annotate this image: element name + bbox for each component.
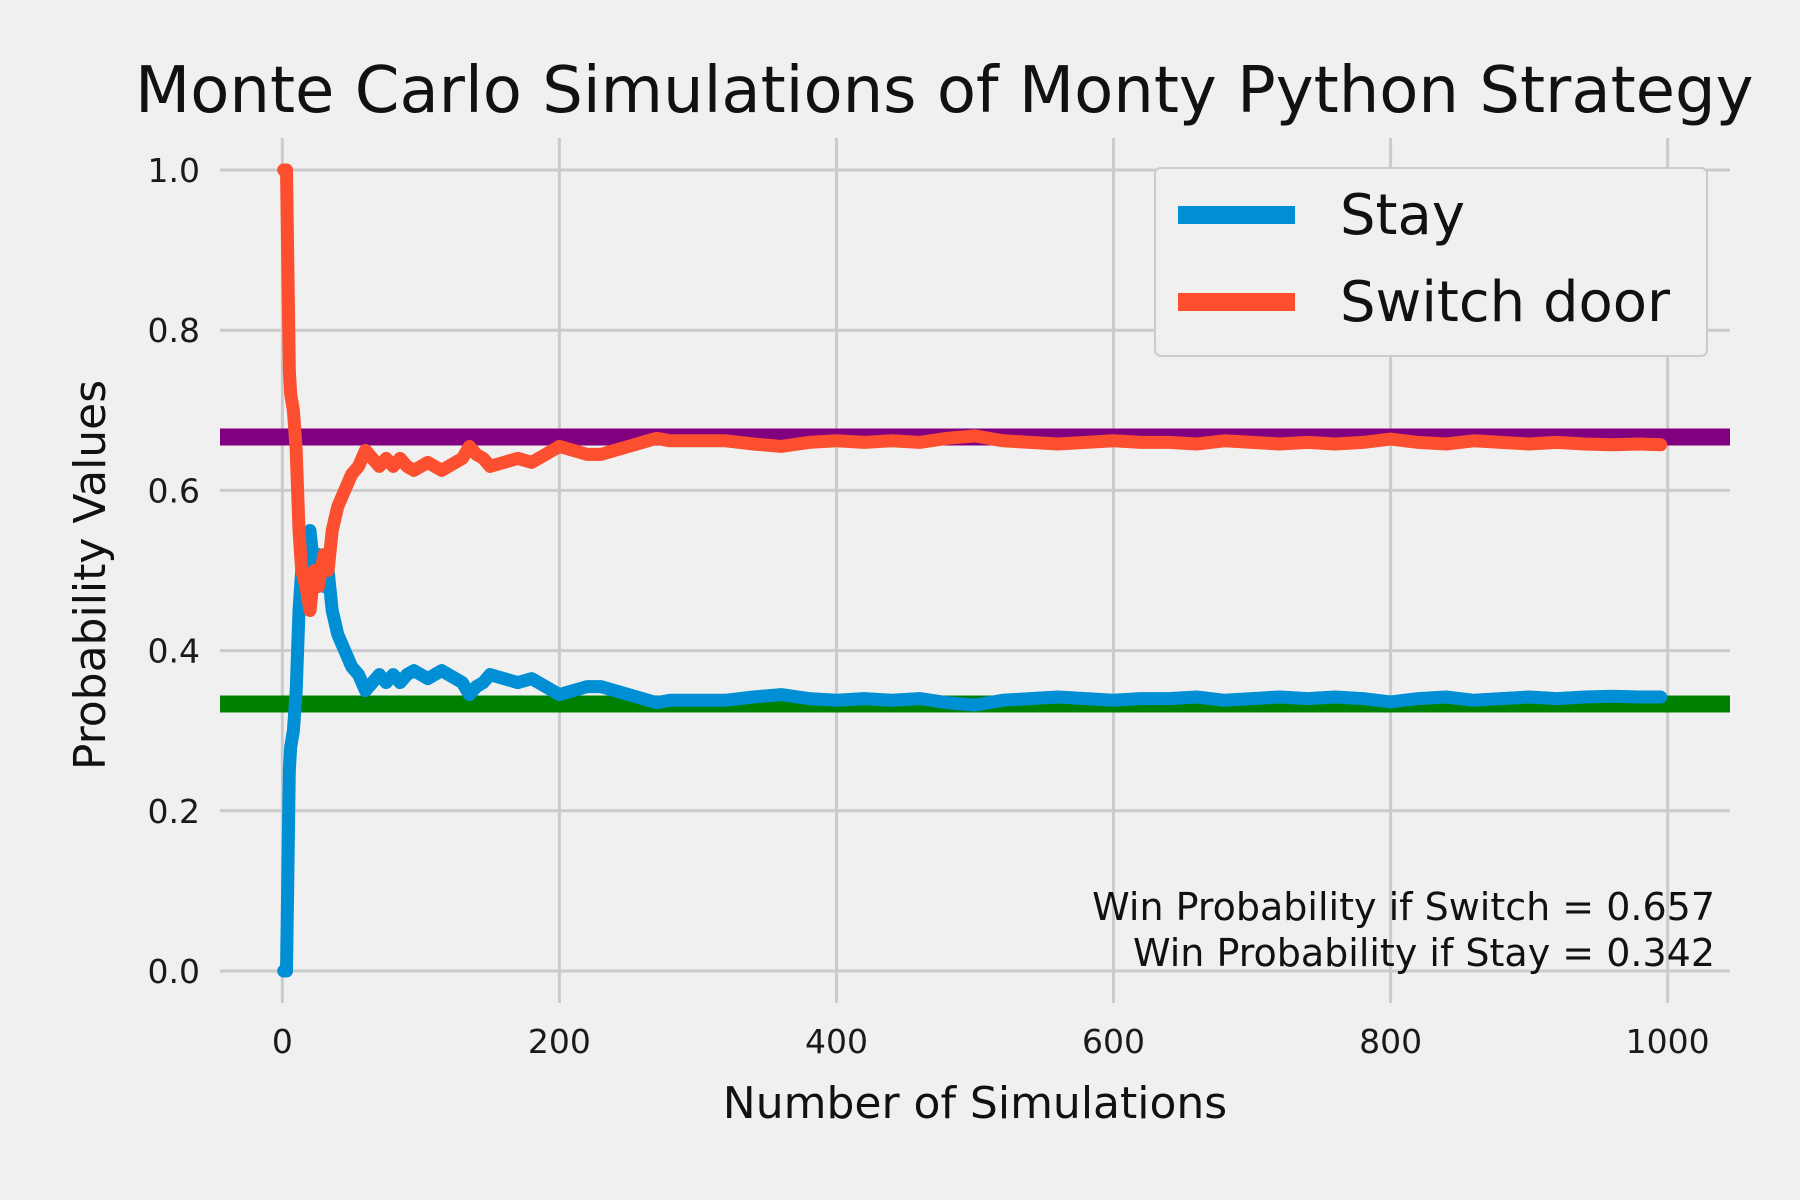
x-tick-label: 0 [272, 1022, 293, 1061]
x-tick-label: 800 [1359, 1022, 1422, 1061]
legend-label-stay: Stay [1340, 183, 1465, 248]
x-tick-label: 200 [528, 1022, 591, 1061]
y-tick-label: 0.2 [148, 792, 200, 831]
y-tick-labels: 0.0 0.2 0.4 0.6 0.8 1.0 [148, 151, 200, 991]
series-line-switch [277, 163, 1668, 617]
legend: Stay Switch door [1154, 167, 1708, 357]
x-axis-label: Number of Simulations [723, 1078, 1227, 1129]
series-line-stay [277, 524, 1668, 978]
y-axis-label: Probability Values [65, 380, 116, 770]
legend-label-switch: Switch door [1340, 270, 1671, 335]
y-tick-label: 0.4 [148, 632, 200, 671]
y-tick-label: 0.0 [148, 952, 200, 991]
annotation-stay: Win Probability if Stay = 0.342 [1133, 931, 1715, 975]
annotation-switch: Win Probability if Switch = 0.657 [1092, 885, 1715, 929]
y-tick-label: 0.8 [148, 311, 200, 350]
x-tick-labels: 0 200 400 600 800 1000 [272, 1022, 1710, 1061]
chart-title: Monte Carlo Simulations of Monty Python … [135, 54, 1754, 128]
y-tick-label: 0.6 [148, 471, 200, 510]
y-tick-label: 1.0 [148, 151, 200, 190]
x-tick-label: 600 [1082, 1022, 1145, 1061]
x-tick-label: 1000 [1626, 1022, 1710, 1061]
series-lines [277, 163, 1668, 978]
x-tick-label: 400 [805, 1022, 868, 1061]
